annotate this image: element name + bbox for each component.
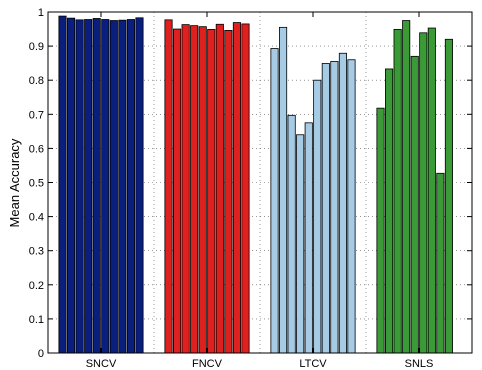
bar-fncv-6 xyxy=(207,28,216,354)
bar-ltcv-2 xyxy=(279,26,288,354)
bar-snls-4 xyxy=(402,20,411,354)
bar-sncv-6 xyxy=(101,19,110,354)
bars xyxy=(58,15,453,354)
y-tick-label: 0.2 xyxy=(29,280,44,292)
bar-sncv-5 xyxy=(92,18,101,354)
bar-ltcv-10 xyxy=(347,59,356,354)
bar-snls-9 xyxy=(444,38,453,354)
y-tick-label: 0.6 xyxy=(29,143,44,155)
y-tick-label: 1 xyxy=(38,7,44,19)
bar-sncv-1 xyxy=(58,15,67,354)
x-tick-label-ltcv: LTCV xyxy=(299,358,327,370)
bar-sncv-4 xyxy=(84,19,93,354)
x-tick-label-sncv: SNCV xyxy=(86,358,117,370)
bar-snls-5 xyxy=(410,55,419,354)
bar-snls-1 xyxy=(376,107,385,354)
y-tick-label: 0.7 xyxy=(29,109,44,121)
bar-ltcv-8 xyxy=(330,61,339,354)
x-tick-labels: SNCV FNCV LTCV SNLS xyxy=(86,358,434,370)
bar-fncv-7 xyxy=(215,23,224,354)
y-tick-label: 0.9 xyxy=(29,41,44,53)
bar-ltcv-5 xyxy=(304,122,313,354)
bar-fncv-5 xyxy=(198,26,207,354)
bar-snls-3 xyxy=(393,28,402,354)
y-tick-label: 0.5 xyxy=(29,178,44,190)
y-tick-label: 0 xyxy=(38,348,44,360)
bar-sncv-2 xyxy=(67,17,76,354)
y-tick-label: 0.8 xyxy=(29,75,44,87)
bar-sncv-8 xyxy=(118,19,127,354)
grid-lines xyxy=(48,12,472,353)
y-tick-label: 0.3 xyxy=(29,246,44,258)
bar-ltcv-4 xyxy=(296,134,305,354)
bar-sncv-9 xyxy=(126,19,135,354)
bar-fncv-10 xyxy=(241,23,250,354)
bar-fncv-3 xyxy=(181,24,190,354)
bar-sncv-10 xyxy=(135,17,144,354)
bar-sncv-3 xyxy=(75,19,84,354)
axes xyxy=(47,11,473,354)
bar-ltcv-3 xyxy=(287,114,296,354)
y-tick-labels: 0 0.1 0.2 0.3 0.4 0.5 0.6 0.7 0.8 0.9 1 xyxy=(29,7,44,360)
bar-sncv-7 xyxy=(109,20,118,354)
bar-fncv-1 xyxy=(164,19,173,354)
bar-snls-8 xyxy=(436,172,445,354)
bar-fncv-4 xyxy=(190,25,199,354)
y-tick-label: 0.1 xyxy=(29,314,44,326)
bar-snls-6 xyxy=(419,32,428,354)
bar-ltcv-6 xyxy=(313,79,322,354)
y-axis-label: Mean Accuracy xyxy=(7,138,22,227)
x-tick-label-fncv: FNCV xyxy=(192,358,223,370)
bar-fncv-8 xyxy=(224,30,233,354)
bar-snls-7 xyxy=(427,27,436,354)
bar-fncv-9 xyxy=(232,22,241,354)
plot-frame xyxy=(47,11,473,354)
bar-snls-2 xyxy=(385,68,394,354)
y-tick-label: 0.4 xyxy=(29,212,44,224)
bar-ltcv-7 xyxy=(321,63,330,354)
bar-fncv-2 xyxy=(173,28,182,354)
bar-ltcv-9 xyxy=(338,52,347,354)
x-tick-label-snls: SNLS xyxy=(405,358,434,370)
bar-ltcv-1 xyxy=(270,48,279,354)
